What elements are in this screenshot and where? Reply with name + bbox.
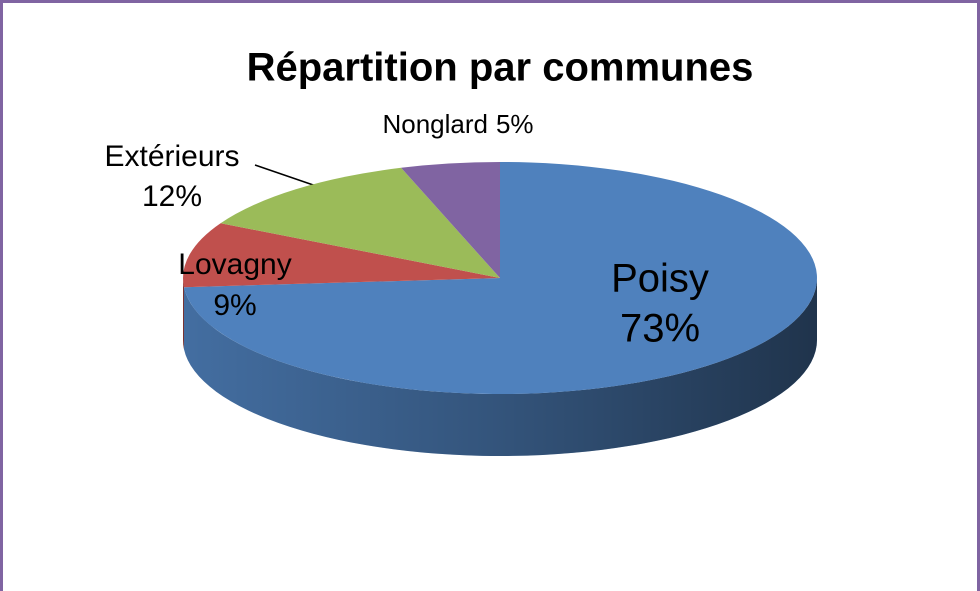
slice-label: Nonglard 5% bbox=[382, 109, 533, 139]
slice bbox=[401, 162, 500, 278]
category-label: Extérieurs bbox=[104, 140, 239, 173]
value-label: 73% bbox=[620, 307, 700, 351]
slice bbox=[183, 162, 817, 394]
slice-side-shade bbox=[183, 278, 818, 457]
category-label: Poisy bbox=[611, 257, 709, 301]
slice bbox=[183, 223, 501, 288]
slice bbox=[220, 167, 500, 278]
category-label: Nonglard bbox=[382, 109, 488, 139]
category-label: Lovagny bbox=[178, 248, 291, 281]
slice-side-shade bbox=[183, 278, 184, 350]
leader-line bbox=[254, 164, 323, 189]
chart-title: Répartition par communes bbox=[247, 46, 754, 90]
value-label: 5% bbox=[496, 109, 534, 139]
value-label: 9% bbox=[213, 289, 256, 322]
value-label: 12% bbox=[142, 180, 202, 213]
